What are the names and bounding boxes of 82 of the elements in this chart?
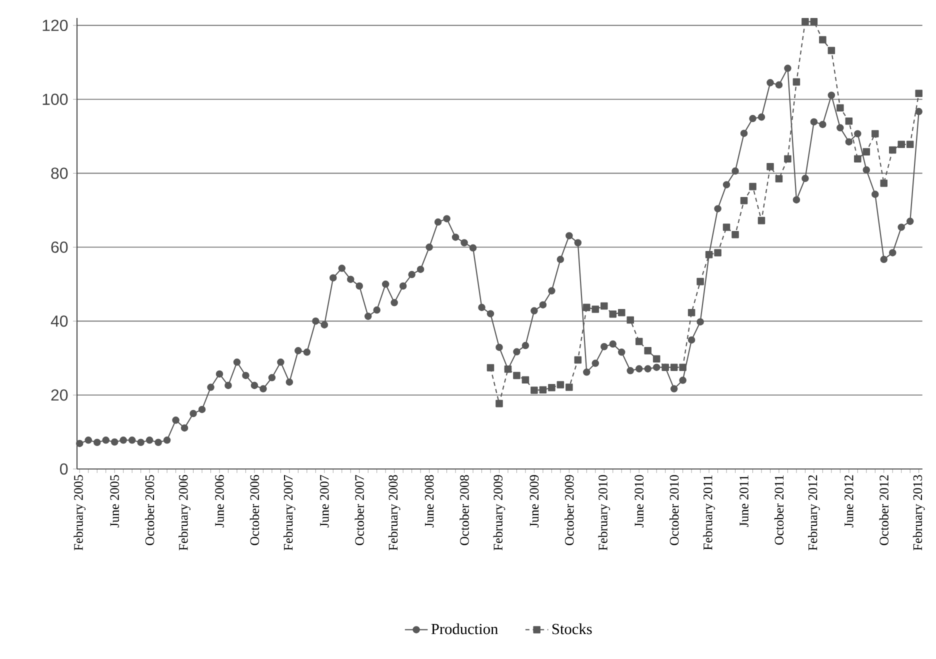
x-tick-label: February 2005 — [74, 475, 86, 550]
point — [898, 140, 905, 148]
x-tick-label: February 2011 — [703, 475, 715, 550]
point — [688, 308, 696, 316]
point — [556, 381, 564, 388]
x-tick-label: October 2008 — [460, 475, 469, 546]
x-tick-label: June 2011 — [740, 475, 748, 527]
x-tick-label: June 2005 — [110, 475, 119, 528]
point — [880, 180, 888, 187]
point — [592, 306, 600, 313]
point — [530, 386, 538, 394]
x-tick-label: February 2013 — [912, 475, 925, 550]
x-tick-label: June 2008 — [424, 475, 434, 528]
point — [635, 338, 643, 346]
x-tick-label: February 2008 — [388, 475, 400, 550]
x-tick-label: June 2009 — [530, 475, 539, 528]
point — [740, 196, 748, 204]
x-tick-label: February 2010 — [598, 475, 610, 550]
x-tick-label: October 2009 — [564, 475, 574, 546]
x-tick-label: February 2012 — [808, 475, 820, 550]
x-tick-label: June 2010 — [634, 475, 644, 528]
point — [871, 130, 879, 138]
point — [845, 117, 853, 125]
point — [732, 230, 739, 238]
x-tick-label: June 2012 — [844, 475, 854, 528]
point — [888, 146, 896, 154]
point — [766, 162, 774, 170]
x-tick-label: October 2007 — [354, 474, 364, 546]
point — [539, 386, 547, 394]
point — [758, 216, 766, 224]
point — [854, 155, 862, 162]
x-tick-label: October 2010 — [669, 475, 679, 546]
point — [644, 347, 652, 354]
point — [749, 182, 756, 190]
point — [583, 304, 590, 312]
legend-label: Stocks — [552, 623, 592, 634]
point — [714, 249, 722, 256]
point — [486, 364, 494, 372]
point — [548, 384, 556, 392]
point — [566, 384, 573, 391]
x-tick-label: October 2006 — [250, 474, 260, 546]
point — [670, 364, 678, 371]
x-tick-label: October 2005 — [144, 475, 154, 546]
point — [662, 364, 669, 371]
y-tick-label: 60 — [51, 242, 68, 253]
point — [792, 78, 800, 86]
point — [810, 18, 818, 26]
point — [819, 36, 826, 44]
y-tick-label: 20 — [51, 389, 68, 401]
y-tick-label: 120 — [42, 20, 68, 32]
x-tick-label: February 2006 — [178, 474, 190, 550]
x-tick-label: October 2011 — [774, 475, 784, 545]
point — [496, 400, 503, 408]
point — [513, 372, 520, 380]
point — [600, 302, 608, 310]
point — [802, 18, 809, 26]
point — [862, 148, 870, 156]
x-tick-label: October 2012 — [879, 475, 888, 546]
point — [652, 355, 660, 362]
x-tick-label: June 2007 — [320, 474, 329, 528]
legend-label: Production — [431, 623, 498, 634]
point — [836, 104, 844, 112]
point — [609, 310, 617, 318]
x-tick-label: February 2009 — [493, 475, 506, 550]
point — [775, 175, 783, 182]
point — [522, 376, 530, 384]
point — [784, 155, 792, 162]
y-tick-label: 100 — [42, 94, 68, 105]
x-tick-label: June 2006 — [215, 474, 224, 528]
point — [915, 90, 922, 98]
point — [574, 356, 582, 364]
point — [679, 364, 686, 371]
point — [828, 46, 836, 54]
y-tick-label: 40 — [50, 315, 68, 327]
point — [906, 140, 914, 148]
point — [696, 278, 704, 286]
y-tick-label: 0 — [60, 463, 68, 475]
y-tick-label: 80 — [51, 168, 68, 179]
point — [722, 224, 730, 231]
point — [626, 316, 634, 324]
point — [618, 308, 626, 316]
x-tick-label: February 2007 — [284, 474, 296, 550]
